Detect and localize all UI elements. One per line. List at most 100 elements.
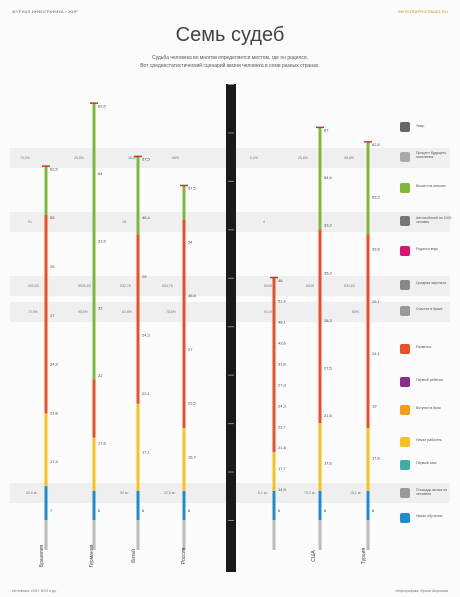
row-label: Родился внук xyxy=(416,247,438,251)
bar-value-label: 32 xyxy=(98,306,103,311)
bar-value-label: 24,3 xyxy=(278,403,287,408)
row-label: Счастье в браке xyxy=(416,307,443,311)
subtitle-line-1: Судьба человека во многом определяется м… xyxy=(151,55,309,61)
life-segment xyxy=(182,219,186,428)
bar-value-label: 34,3 xyxy=(50,362,59,367)
bar-value-label: 57,5 xyxy=(188,186,197,191)
cell: 6,1 м² xyxy=(258,491,268,495)
bar-value-label: 62,5 xyxy=(98,103,107,108)
cell: 4 xyxy=(263,220,265,224)
life-segment xyxy=(136,156,140,235)
bar-value-label: 17,6 xyxy=(372,456,381,461)
life-segment xyxy=(92,490,96,520)
life-segment xyxy=(366,234,370,428)
bar-value-label: 16,7 xyxy=(188,454,197,459)
cell: 5045 xyxy=(264,284,272,288)
bar-value-label: 6 xyxy=(98,508,101,513)
skull-icon xyxy=(400,122,410,132)
death-marker xyxy=(42,165,50,167)
bar-value-label: 57,5 xyxy=(142,157,151,162)
baby-icon xyxy=(400,377,410,387)
bar-base xyxy=(92,520,96,550)
wedding-icon xyxy=(400,405,410,415)
ruler-tick xyxy=(228,520,234,521)
bar-value-label: 17,6 xyxy=(324,460,333,465)
people-icon xyxy=(400,152,410,162)
cell: 91 xyxy=(28,220,32,224)
bar-value-label: 17,7 xyxy=(278,466,287,471)
life-segment xyxy=(92,379,96,438)
country-label: Россия xyxy=(181,547,187,565)
ruler-tick xyxy=(228,471,234,473)
row-label: Площадь жилья на человека xyxy=(416,488,448,496)
bar-base xyxy=(136,520,140,550)
row-label: Развелся xyxy=(416,345,432,349)
glasses-icon xyxy=(400,183,410,193)
row-label: Автомобилей на 1000 человек xyxy=(416,216,452,224)
bar-value-label: 17,6 xyxy=(98,441,107,446)
bar-value-label: 33,5 xyxy=(372,247,381,252)
journal-header: ЖУРНАЛ ИНФОГРАФИКА • ЖИР xyxy=(12,9,78,14)
cell: 6,0% xyxy=(250,156,258,160)
bar-value-label: 67 xyxy=(324,128,329,133)
cell: 70,2% xyxy=(20,156,30,160)
life-segment xyxy=(44,166,48,215)
life-segment xyxy=(136,234,140,404)
row-label: Вступил в брак xyxy=(416,406,441,410)
site-header[interactable]: INFOGRAPHICSMAG.RU xyxy=(397,9,448,14)
cell: 48,8% xyxy=(128,156,138,160)
stroller-icon xyxy=(400,246,410,256)
cell: 72,5% xyxy=(28,310,38,314)
death-marker xyxy=(316,126,324,129)
cell: 95,6% xyxy=(78,310,88,314)
bar-base xyxy=(44,520,48,550)
bar-value-label: 35,2 xyxy=(324,270,333,275)
bar-value-label: 22,7 xyxy=(278,424,287,429)
bar-value-label: 25 xyxy=(50,264,55,269)
life-segment xyxy=(44,413,48,487)
country-label: США xyxy=(311,550,317,562)
death-marker xyxy=(90,102,98,104)
bar-base xyxy=(366,520,370,550)
row-label: Первый ребенок xyxy=(416,378,443,382)
row-label: Первый секс xyxy=(416,461,437,465)
bar-value-label: 48,1 xyxy=(278,320,287,325)
cell: 25,6% xyxy=(298,156,308,160)
country-label: Китай xyxy=(131,549,137,563)
broken-heart-icon xyxy=(400,344,410,354)
cell: 78,6% xyxy=(166,310,176,314)
ruler-tick xyxy=(228,423,234,425)
cell: 18,1 м² xyxy=(350,491,362,495)
bar-value-label: 27,5 xyxy=(324,365,333,370)
bar-value-label: 28,3 xyxy=(324,318,333,323)
bar-value-label: 64 xyxy=(98,171,103,176)
bar-value-label: 48 xyxy=(278,278,283,283)
cell: 20,6 м² xyxy=(26,491,38,495)
bar-value-label: 19 xyxy=(372,403,377,408)
life-segment xyxy=(366,427,370,491)
bar-value-label: 31,8 xyxy=(278,361,287,366)
cell: 25,5% xyxy=(74,156,84,160)
life-segment xyxy=(136,403,140,491)
life-segment xyxy=(136,490,140,520)
bar-value-label: 54,6 xyxy=(324,175,333,180)
bar-value-label: 62,5 xyxy=(372,142,381,147)
life-segment xyxy=(92,437,96,491)
bar-value-label: 27 xyxy=(188,347,193,352)
bar-value-label: 21,8 xyxy=(278,445,287,450)
bar-value-label: 27 xyxy=(50,313,55,318)
bar-value-label: 27,3 xyxy=(278,382,287,387)
life-segment xyxy=(318,229,322,424)
cell: 8045 xyxy=(306,284,314,288)
car-icon xyxy=(400,216,410,226)
bar-value-label: 17,1 xyxy=(142,449,151,454)
death-marker xyxy=(180,184,188,187)
row-label: Процент будущего населения xyxy=(416,151,447,159)
row-label: Умер xyxy=(416,124,425,128)
bar-value-label: 26,1 xyxy=(372,299,381,304)
sources: Источники: ООН, ВОЗ и др. xyxy=(12,589,57,593)
bar-base xyxy=(182,520,186,550)
bar-value-label: 14,9 xyxy=(278,487,287,492)
bar-value-label: 52,2 xyxy=(372,194,381,199)
